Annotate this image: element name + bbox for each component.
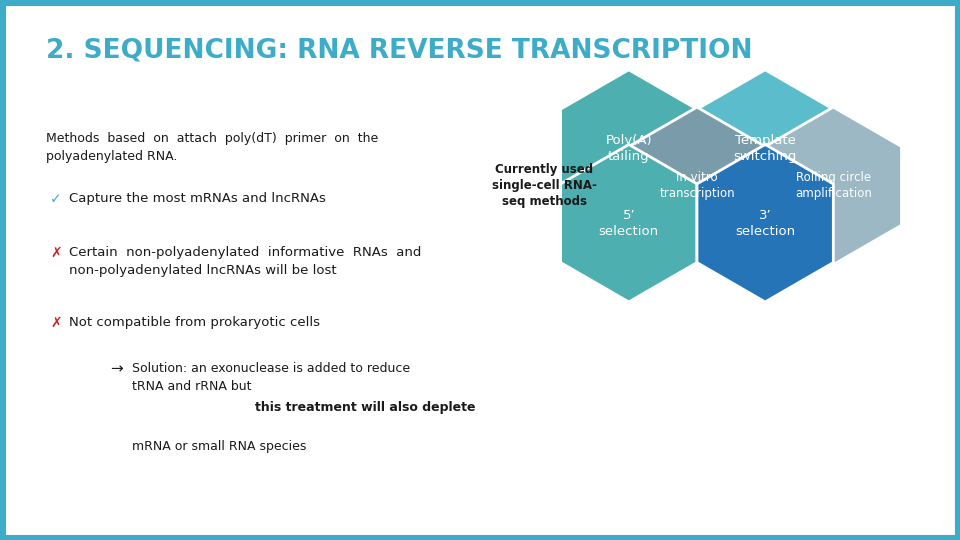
Text: In vitro
transcription: In vitro transcription [660,171,734,200]
Text: Poly(A)
tailing: Poly(A) tailing [606,134,652,163]
Text: ✗: ✗ [50,246,61,260]
Polygon shape [697,70,833,227]
Text: Capture the most mRNAs and lncRNAs: Capture the most mRNAs and lncRNAs [69,192,326,205]
Text: Currently used
single-cell RNA-
seq methods: Currently used single-cell RNA- seq meth… [492,164,597,208]
Text: Not compatible from prokaryotic cells: Not compatible from prokaryotic cells [69,316,320,329]
Text: Rolling circle
amplification: Rolling circle amplification [795,171,872,200]
Text: Template
switching: Template switching [733,134,797,163]
Text: 2. SEQUENCING: RNA REVERSE TRANSCRIPTION: 2. SEQUENCING: RNA REVERSE TRANSCRIPTION [46,38,753,64]
Text: 5’
selection: 5’ selection [599,209,659,238]
Text: ✗: ✗ [50,316,61,330]
Text: ✓: ✓ [50,192,61,206]
Text: this treatment will also deplete: this treatment will also deplete [255,401,476,414]
Polygon shape [765,107,901,265]
Text: Methods  based  on  attach  poly(dT)  primer  on  the
polyadenylated RNA.: Methods based on attach poly(dT) primer … [46,132,378,163]
Text: 3’
selection: 3’ selection [735,209,795,238]
Text: Solution: an exonuclease is added to reduce
tRNA and rRNA but: Solution: an exonuclease is added to red… [132,362,411,393]
Polygon shape [561,70,697,227]
Polygon shape [629,107,765,265]
Text: →: → [110,362,123,377]
Text: mRNA or small RNA species: mRNA or small RNA species [132,440,307,453]
Polygon shape [697,145,833,302]
Text: Certain  non-polyadenylated  informative  RNAs  and
non-polyadenylated lncRNAs w: Certain non-polyadenylated informative R… [69,246,421,276]
Polygon shape [561,145,697,302]
